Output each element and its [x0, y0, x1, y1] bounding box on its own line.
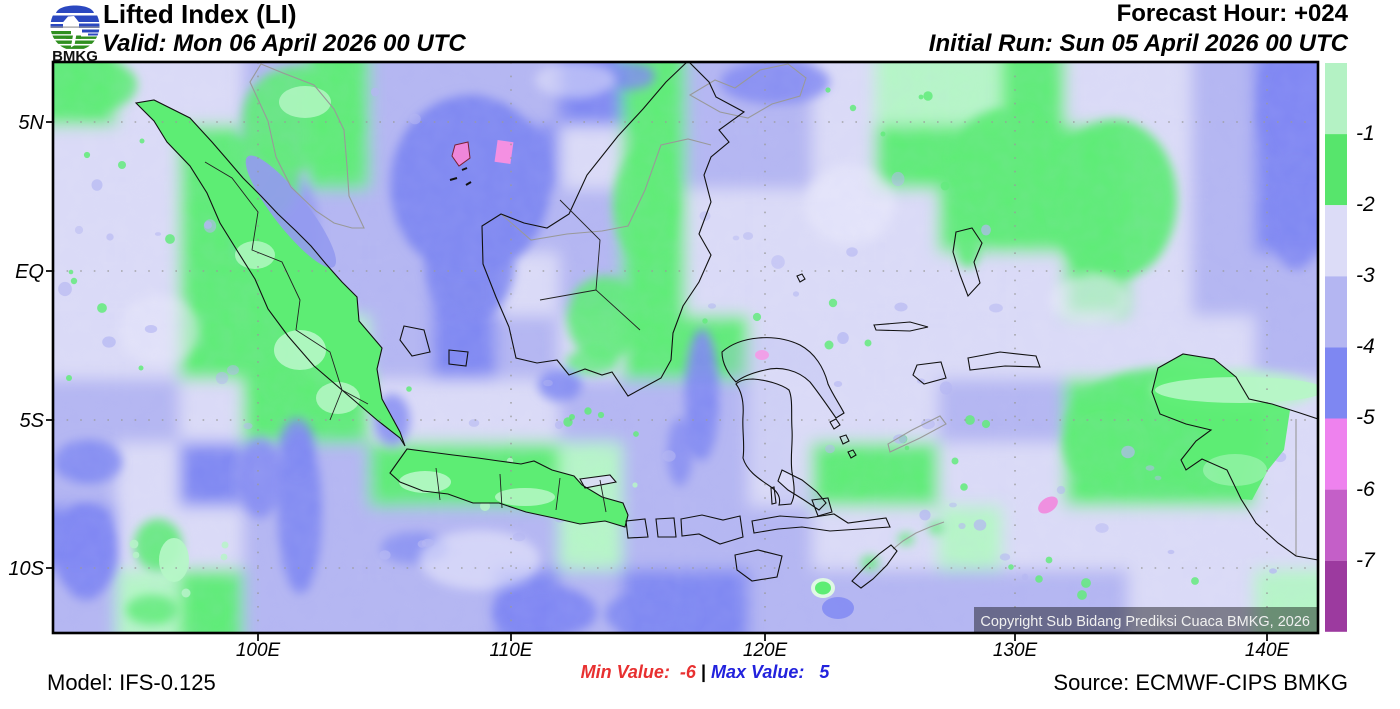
svg-text:BMKG: BMKG	[52, 48, 98, 63]
svg-text:Copyright Sub Bidang Prediksi: Copyright Sub Bidang Prediksi Cuaca BMKG…	[980, 614, 1310, 630]
